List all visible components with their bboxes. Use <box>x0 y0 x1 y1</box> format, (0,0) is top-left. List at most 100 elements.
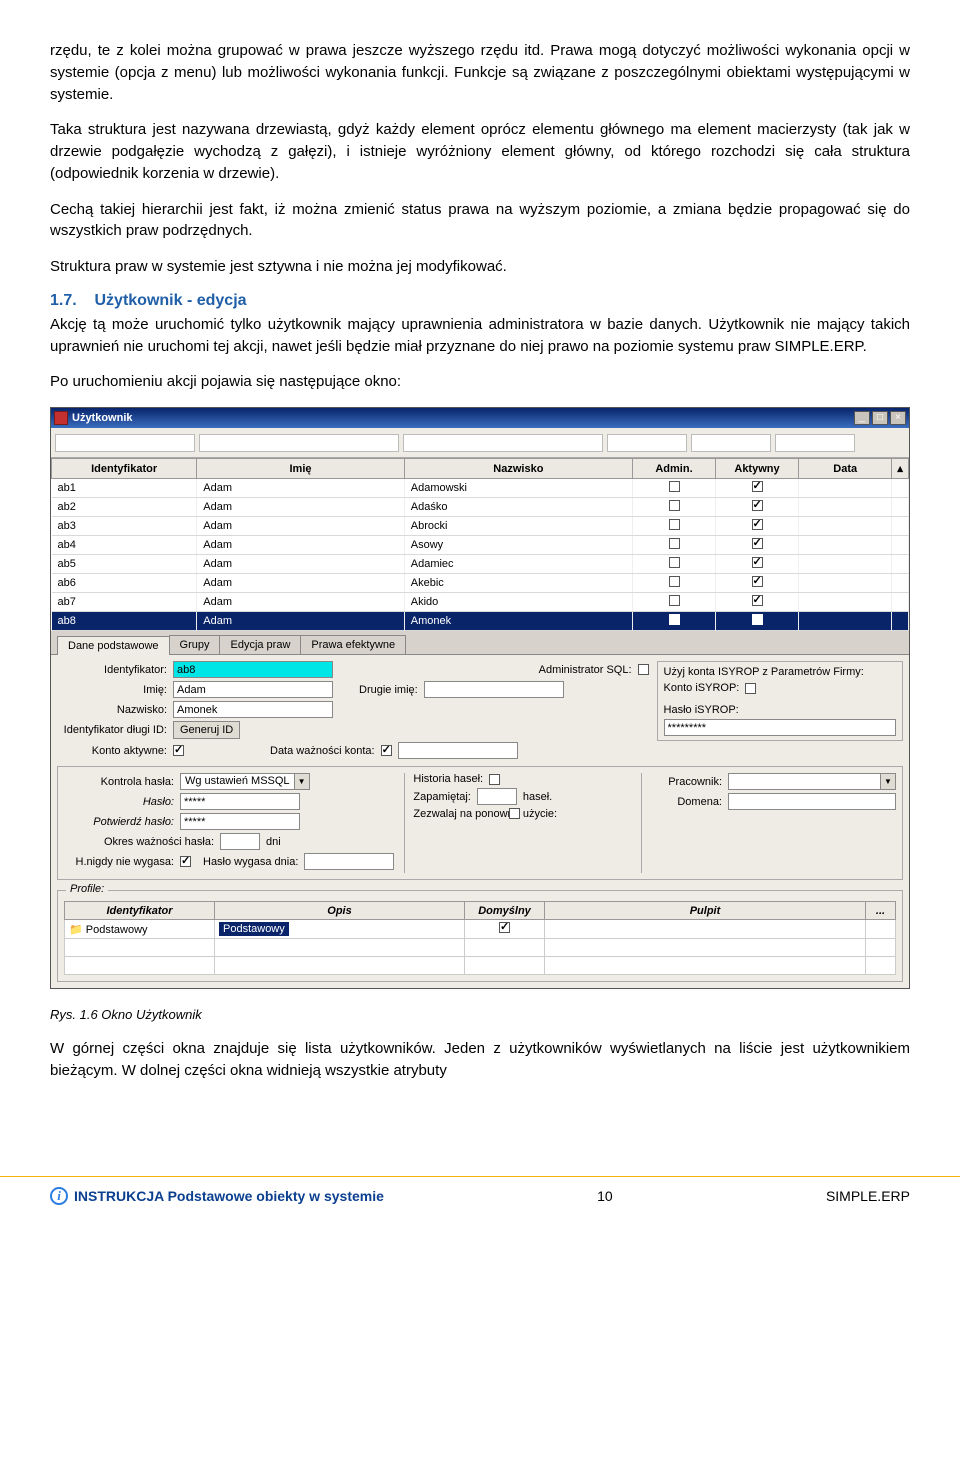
footer-left-text: INSTRUKCJA Podstawowe obiekty w systemie <box>74 1188 384 1204</box>
label-identyfikator: Identyfikator: <box>57 664 167 676</box>
prof-col-opis[interactable]: Opis <box>215 902 465 920</box>
tab-edycja-praw[interactable]: Edycja praw <box>219 635 301 654</box>
form-panel: Identyfikator: Administrator SQL: Imię: … <box>51 655 909 988</box>
label-dni: dni <box>266 836 281 848</box>
label-pracownik: Pracownik: <box>652 776 722 788</box>
profile-legend: Profile: <box>66 883 108 895</box>
maximize-button[interactable]: □ <box>872 411 888 425</box>
paragraph: Akcję tą może uruchomić tylko użytkownik… <box>50 314 910 358</box>
checkbox-nigdy[interactable] <box>180 856 191 867</box>
checkbox-domyslny[interactable] <box>499 922 510 933</box>
table-row[interactable]: ab3AdamAbrocki <box>52 517 909 536</box>
filter-input[interactable] <box>607 434 687 452</box>
col-nazwisko[interactable]: Nazwisko <box>404 459 632 479</box>
profile-table[interactable]: Identyfikator Opis Domyślny Pulpit ... 📁… <box>64 901 896 975</box>
window-titlebar[interactable]: Użytkownik _ □ × <box>51 408 909 428</box>
minimize-button[interactable]: _ <box>854 411 870 425</box>
label-nigdy: H.nigdy nie wygasa: <box>64 856 174 868</box>
input-drugie-imie[interactable] <box>424 681 564 698</box>
paragraph: Cechą takiej hierarchii jest fakt, iż mo… <box>50 199 910 243</box>
col-data[interactable]: Data <box>799 459 892 479</box>
input-haslo[interactable] <box>180 793 300 810</box>
checkbox-zezwalaj[interactable] <box>509 808 520 819</box>
users-table[interactable]: Identyfikator Imię Nazwisko Admin. Aktyw… <box>51 458 909 631</box>
input-wygasa-dnia[interactable] <box>304 853 394 870</box>
page-footer: i INSTRUKCJA Podstawowe obiekty w system… <box>0 1176 960 1225</box>
scroll-up-icon[interactable]: ▴ <box>892 459 909 479</box>
tab-prawa-efektywne[interactable]: Prawa efektywne <box>300 635 406 654</box>
paragraph: Taka struktura jest nazywana drzewiastą,… <box>50 119 910 184</box>
input-haslo-isyrop[interactable] <box>664 719 896 736</box>
label-data-waznosci: Data ważności konta: <box>270 745 375 757</box>
checkbox-konto-isyrop[interactable] <box>745 683 756 694</box>
window-icon <box>54 411 68 425</box>
checkbox-data-waznosci[interactable] <box>381 745 392 756</box>
table-row[interactable]: ab2AdamAdaśko <box>52 498 909 517</box>
user-window: Użytkownik _ □ × Identyfikator Imię <box>50 407 910 989</box>
prof-col-id[interactable]: Identyfikator <box>65 902 215 920</box>
paragraph: rzędu, te z kolei można grupować w prawa… <box>50 40 910 105</box>
footer-right-text: SIMPLE.ERP <box>826 1188 910 1204</box>
generate-id-button[interactable]: Generuj ID <box>173 721 240 739</box>
input-potwierdz-haslo[interactable] <box>180 813 300 830</box>
table-row[interactable]: ab1AdamAdamowski <box>52 479 909 498</box>
profile-row[interactable]: 📁 Podstawowy Podstawowy <box>65 920 896 939</box>
section-number: 1.7. <box>50 292 77 309</box>
label-kontrola-hasla: Kontrola hasła: <box>64 776 174 788</box>
input-okres[interactable] <box>220 833 260 850</box>
filter-input[interactable] <box>775 434 855 452</box>
table-row[interactable]: ab4AdamAsowy <box>52 536 909 555</box>
label-zezwalaj: Zezwalaj na ponowne użycie: <box>413 808 503 820</box>
label-imie: Imię: <box>57 684 167 696</box>
input-zapamietaj[interactable] <box>477 788 517 805</box>
label-haslo: Hasło: <box>64 796 174 808</box>
paragraph: Struktura praw w systemie jest sztywna i… <box>50 256 910 278</box>
close-button[interactable]: × <box>890 411 906 425</box>
checkbox-konto-aktywne[interactable] <box>173 745 184 756</box>
checkbox-admin-sql[interactable] <box>638 664 649 675</box>
filter-toolbar <box>51 428 909 458</box>
prof-col-more[interactable]: ... <box>866 902 896 920</box>
label-konto-aktywne: Konto aktywne: <box>57 745 167 757</box>
prof-col-pulpit[interactable]: Pulpit <box>545 902 866 920</box>
input-nazwisko[interactable] <box>173 701 333 718</box>
col-aktywny[interactable]: Aktywny <box>716 459 799 479</box>
table-row[interactable]: ab5AdamAdamiec <box>52 555 909 574</box>
label-zapamietaj: Zapamiętaj: <box>413 791 470 803</box>
input-imie[interactable] <box>173 681 333 698</box>
figure-caption: Rys. 1.6 Okno Użytkownik <box>50 1007 910 1022</box>
col-imie[interactable]: Imię <box>197 459 405 479</box>
tab-dane-podstawowe[interactable]: Dane podstawowe <box>57 636 170 655</box>
label-potwierdz-haslo: Potwierdź hasło: <box>64 816 174 828</box>
table-row[interactable]: ab6AdamAkebic <box>52 574 909 593</box>
label-domena: Domena: <box>652 796 722 808</box>
section-title: Użytkownik - edycja <box>94 292 246 309</box>
info-icon: i <box>50 1187 68 1205</box>
label-drugie-imie: Drugie imię: <box>359 684 418 696</box>
label-admin-sql: Administrator SQL: <box>539 664 632 676</box>
page-number: 10 <box>597 1188 613 1204</box>
window-title: Użytkownik <box>72 412 133 424</box>
col-admin[interactable]: Admin. <box>633 459 716 479</box>
detail-tabs: Dane podstawowe Grupy Edycja praw Prawa … <box>51 631 909 655</box>
prof-col-domyslny[interactable]: Domyślny <box>465 902 545 920</box>
label-haslo-isyrop: Hasło iSYROP: <box>664 704 739 716</box>
col-identyfikator[interactable]: Identyfikator <box>52 459 197 479</box>
table-row[interactable]: ab8AdamAmonek <box>52 612 909 631</box>
dropdown-kontrola-hasla[interactable]: Wg ustawień MSSQL ▼ <box>180 773 310 790</box>
filter-input[interactable] <box>199 434 399 452</box>
label-konto-isyrop: Konto iSYROP: <box>664 682 740 694</box>
label-id-dlugi: Identyfikator długi ID: <box>57 724 167 736</box>
table-row[interactable]: ab7AdamAkido <box>52 593 909 612</box>
paragraph: W górnej części okna znajduje się lista … <box>50 1038 910 1082</box>
input-domena[interactable] <box>728 793 896 810</box>
checkbox-historia[interactable] <box>489 774 500 785</box>
filter-input[interactable] <box>55 434 195 452</box>
input-identyfikator[interactable] <box>173 661 333 678</box>
filter-input[interactable] <box>691 434 771 452</box>
dropdown-pracownik[interactable]: ▼ <box>728 773 896 790</box>
filter-input[interactable] <box>403 434 603 452</box>
tab-grupy[interactable]: Grupy <box>169 635 221 654</box>
label-okres: Okres ważności hasła: <box>64 836 214 848</box>
input-data-waznosci[interactable] <box>398 742 518 759</box>
